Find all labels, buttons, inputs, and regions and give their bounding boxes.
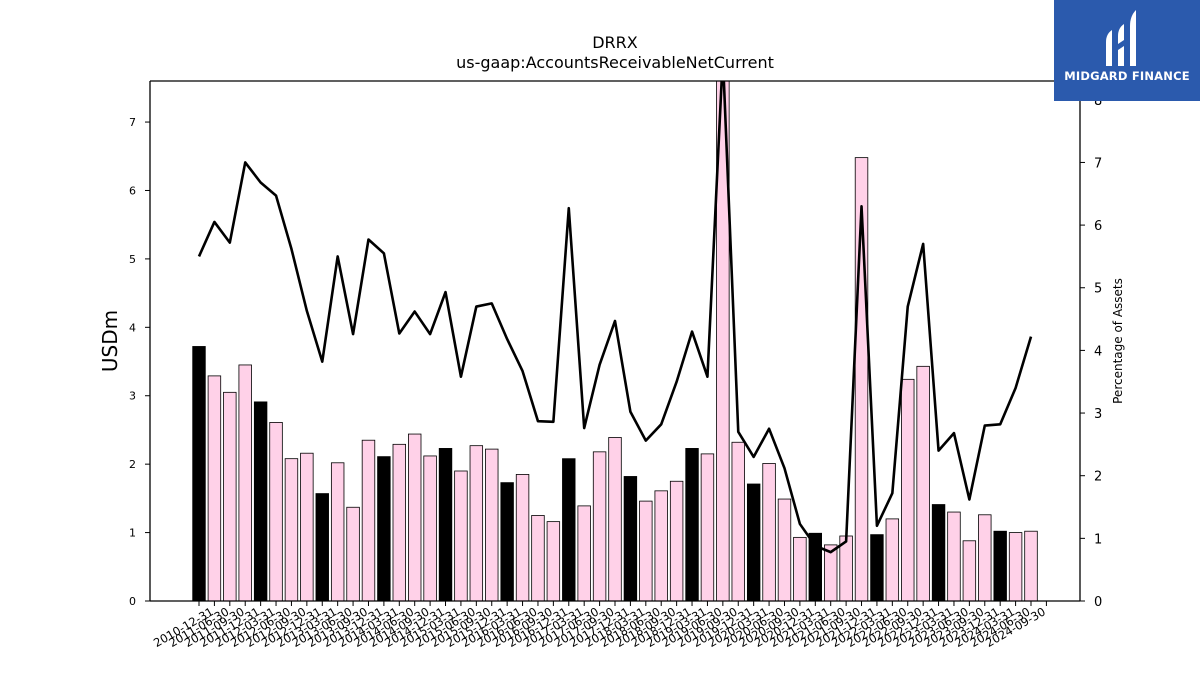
bar	[731, 441, 745, 601]
bar	[592, 451, 607, 601]
bar	[469, 445, 484, 601]
bar	[746, 483, 761, 601]
y2-tick-label: 8	[1094, 94, 1102, 109]
y2-tick-label: 3	[1094, 407, 1102, 422]
bar	[300, 452, 314, 601]
bar	[269, 422, 283, 601]
bar	[793, 536, 807, 601]
y2-axis-label: Percentage of Assets	[1111, 278, 1125, 404]
bar	[808, 532, 823, 601]
y-tick-label: 4	[129, 321, 136, 334]
y2-tick-label: 1	[1094, 532, 1102, 547]
bar	[1024, 530, 1038, 601]
bar	[639, 500, 653, 601]
bar	[1008, 532, 1023, 601]
brand-name: MIDGARD FINANCE	[1064, 69, 1190, 83]
bar	[685, 448, 699, 601]
y2-tick-label: 5	[1094, 282, 1102, 297]
bar	[330, 462, 345, 601]
chart-title: DRRX	[592, 33, 638, 52]
brand-logo: MIDGARD FINANCE	[1054, 0, 1200, 101]
bar	[192, 346, 206, 601]
bar	[762, 463, 776, 601]
bar	[916, 365, 930, 601]
bar	[562, 458, 576, 601]
bar	[377, 456, 391, 601]
bar	[361, 439, 376, 601]
bar	[978, 514, 992, 601]
bar	[716, 81, 730, 601]
bar	[700, 453, 715, 601]
y2-tick-label: 6	[1094, 219, 1102, 234]
bar	[346, 506, 360, 601]
bar	[901, 378, 915, 601]
bar	[824, 544, 838, 601]
bar	[623, 476, 638, 601]
y2-tick-label: 0	[1094, 595, 1102, 610]
chart-subtitle: us-gaap:AccountsReceivableNetCurrent	[456, 53, 774, 72]
y-tick-label: 7	[129, 116, 136, 129]
midgard-logo-icon	[1106, 10, 1136, 66]
y-tick-label: 0	[129, 595, 136, 608]
bar	[654, 490, 668, 601]
bar	[223, 391, 237, 601]
bar	[870, 534, 884, 601]
bars-layer	[192, 81, 1038, 601]
bar	[407, 433, 422, 601]
bar	[207, 375, 222, 601]
y-tick-label: 3	[129, 390, 136, 403]
y2-tick-label: 7	[1094, 156, 1102, 171]
bar	[500, 482, 514, 601]
bar	[284, 458, 299, 601]
y-tick-label: 6	[129, 184, 136, 197]
y-tick-label: 2	[129, 458, 136, 471]
bar	[454, 470, 468, 601]
bar	[531, 515, 545, 601]
bar	[608, 437, 622, 601]
series-line	[197, 81, 1033, 554]
bar	[253, 401, 268, 601]
bar	[993, 530, 1007, 601]
bar	[546, 521, 561, 601]
y2-tick-label: 4	[1094, 344, 1102, 359]
bar	[577, 505, 591, 601]
bar	[669, 480, 684, 601]
bar	[515, 474, 530, 601]
bar	[423, 455, 437, 601]
bar	[315, 493, 329, 601]
y-tick-label: 1	[129, 527, 136, 540]
y-axis-label: USDm	[98, 310, 122, 372]
line-layer	[197, 81, 1033, 554]
x-tick-labels: 2010-12-312011-06-302011-09-302011-12-31…	[151, 601, 1048, 650]
bar	[947, 511, 961, 601]
bar	[392, 443, 407, 601]
bar	[438, 448, 453, 601]
bar	[931, 504, 946, 601]
bar	[962, 540, 977, 601]
bar	[485, 448, 499, 601]
bar	[777, 498, 792, 601]
bar	[238, 364, 252, 601]
y2-tick-label: 2	[1094, 470, 1102, 485]
y-tick-label: 5	[129, 253, 136, 266]
bar	[885, 518, 900, 601]
